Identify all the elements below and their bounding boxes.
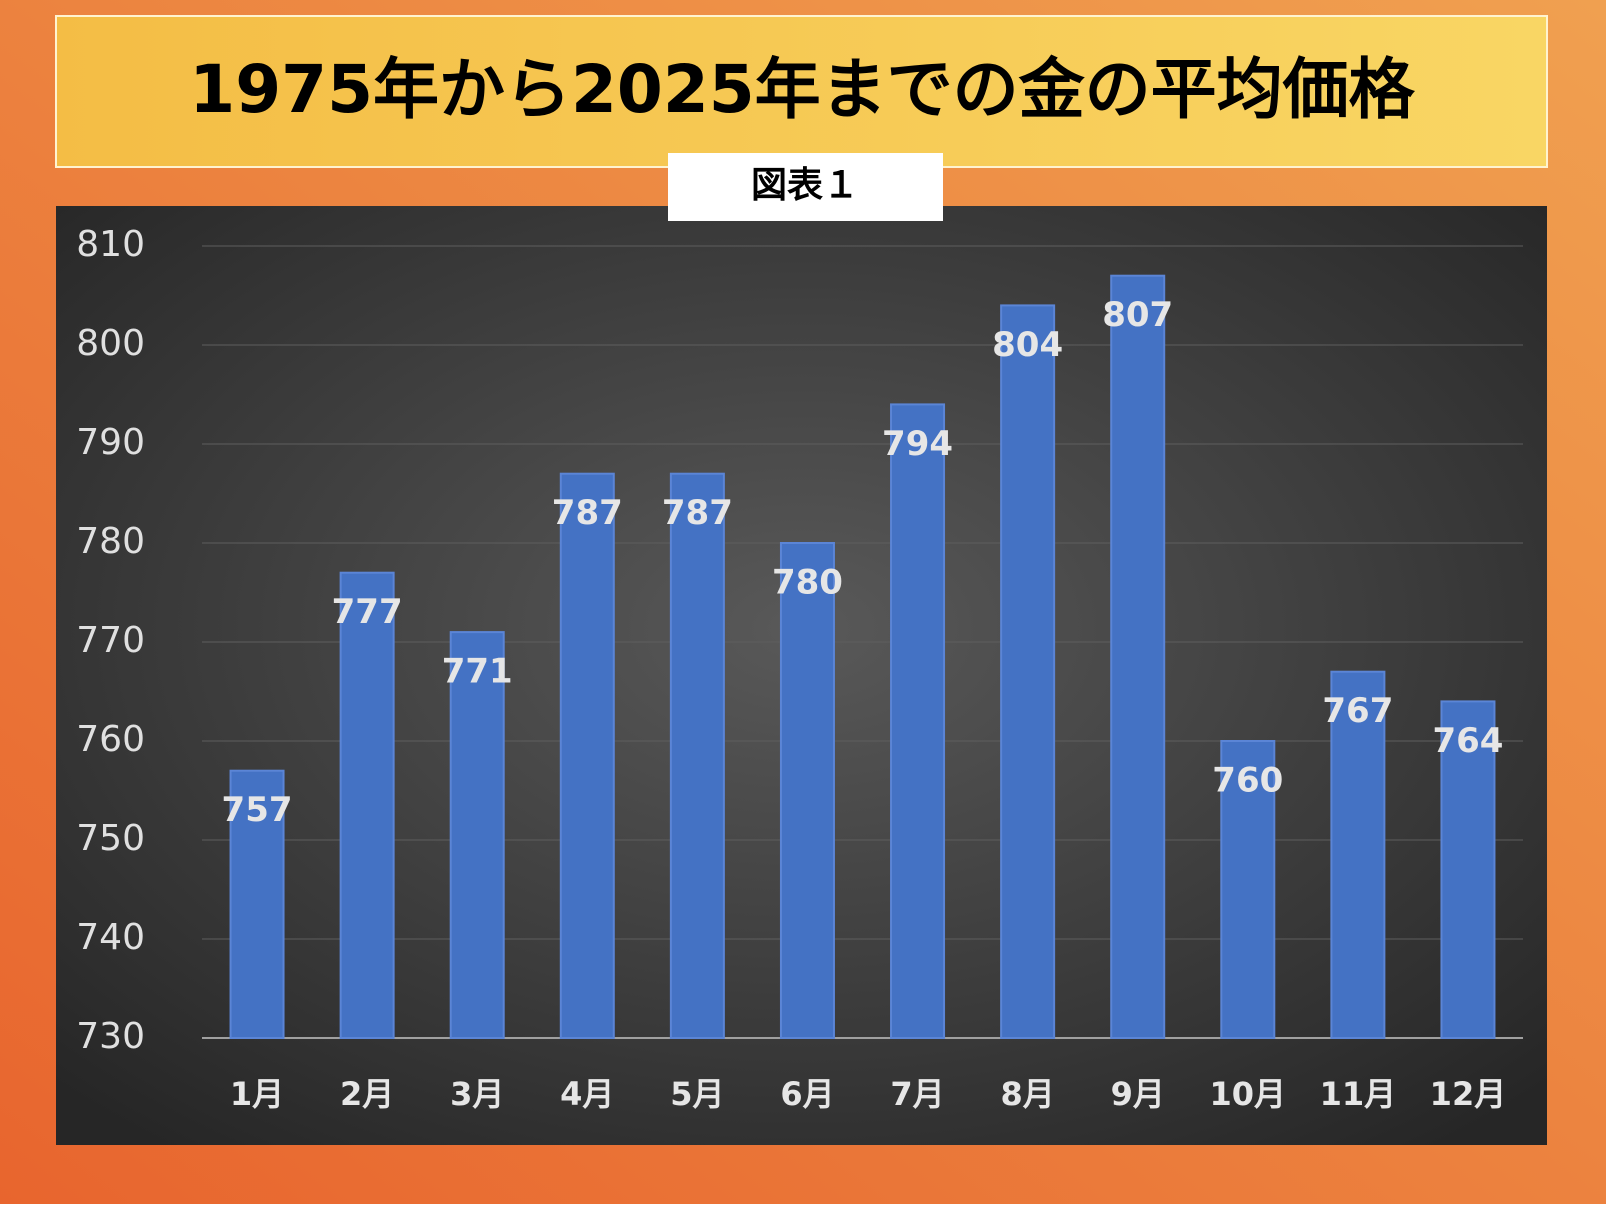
x-tick-label: 12月 bbox=[1430, 1075, 1507, 1113]
bar bbox=[559, 472, 615, 1039]
x-tick-label: 5月 bbox=[670, 1075, 724, 1113]
subtitle-box bbox=[668, 153, 943, 221]
x-tick-label: 7月 bbox=[890, 1075, 944, 1113]
bar bbox=[229, 769, 285, 1039]
x-tick-label: 10月 bbox=[1210, 1075, 1287, 1113]
x-tick-label: 6月 bbox=[780, 1075, 834, 1113]
x-tick-label: 8月 bbox=[1000, 1075, 1054, 1113]
y-tick-label: 800 bbox=[76, 323, 145, 364]
title-box bbox=[55, 15, 1548, 168]
y-tick-label: 740 bbox=[76, 917, 145, 958]
bar bbox=[1330, 670, 1386, 1039]
data-label: 764 bbox=[1432, 721, 1503, 761]
chart-title: 1975年から2025年までの金の平均価格 bbox=[189, 51, 1415, 128]
x-tick-label: 11月 bbox=[1320, 1075, 1397, 1113]
data-label: 807 bbox=[1102, 295, 1173, 335]
x-tick-label: 1月 bbox=[230, 1075, 284, 1113]
data-label: 767 bbox=[1322, 691, 1393, 731]
data-label: 787 bbox=[552, 493, 623, 533]
y-tick-label: 810 bbox=[76, 224, 145, 265]
y-tick-label: 730 bbox=[76, 1016, 145, 1057]
x-tick-label: 3月 bbox=[450, 1075, 504, 1113]
data-label: 804 bbox=[992, 325, 1063, 365]
data-label: 771 bbox=[442, 652, 513, 692]
bar bbox=[669, 472, 725, 1039]
x-tick-label: 9月 bbox=[1111, 1075, 1165, 1113]
bar bbox=[1110, 274, 1166, 1039]
data-label: 760 bbox=[1212, 761, 1283, 801]
y-tick-label: 790 bbox=[76, 422, 145, 463]
y-tick-label: 750 bbox=[76, 818, 145, 859]
x-tick-label: 2月 bbox=[340, 1075, 394, 1113]
bar bbox=[1440, 700, 1496, 1040]
data-label: 777 bbox=[332, 592, 403, 632]
y-tick-label: 770 bbox=[76, 620, 145, 661]
data-label: 794 bbox=[882, 424, 953, 464]
subtitle: 図表１ bbox=[751, 165, 859, 206]
data-label: 757 bbox=[222, 790, 293, 830]
bar bbox=[449, 631, 505, 1039]
bar bbox=[779, 542, 835, 1039]
y-tick-label: 780 bbox=[76, 521, 145, 562]
data-label: 787 bbox=[662, 493, 733, 533]
bar bbox=[1220, 740, 1276, 1039]
y-tick-label: 760 bbox=[76, 719, 145, 760]
x-tick-label: 4月 bbox=[560, 1075, 614, 1113]
data-label: 780 bbox=[772, 563, 843, 603]
bar bbox=[1000, 304, 1056, 1039]
bar bbox=[890, 403, 946, 1039]
bar bbox=[339, 571, 395, 1039]
